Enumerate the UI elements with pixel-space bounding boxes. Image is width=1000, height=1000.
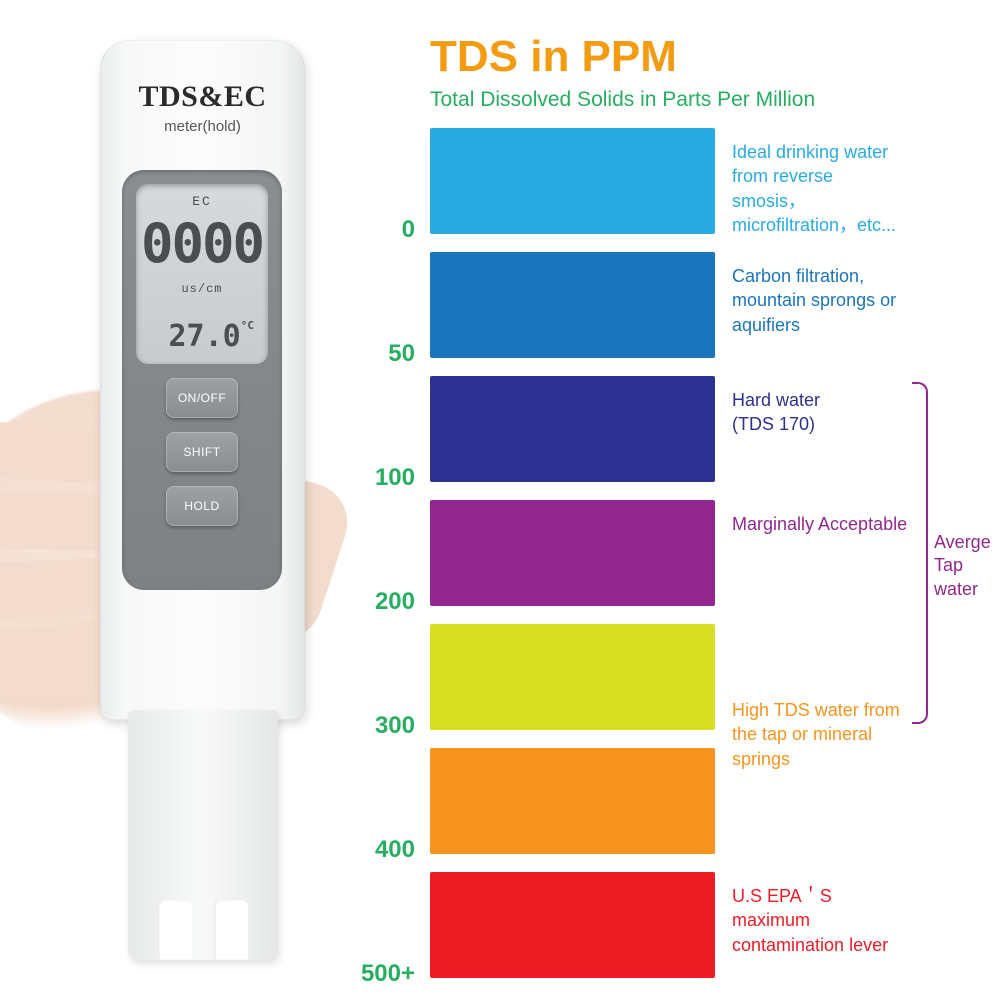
lcd-unit: us/cm xyxy=(136,282,268,296)
lcd-digits: 0000 xyxy=(136,212,268,275)
scale-tick: 100 xyxy=(360,464,415,492)
hold-button[interactable]: HOLD xyxy=(166,486,238,526)
color-band xyxy=(430,624,715,730)
device-panel: EC 0000 us/cm 27.0°C ON/OFF SHIFT HOLD xyxy=(122,170,282,590)
lcd-temp: 27.0°C xyxy=(169,319,255,354)
color-band xyxy=(430,376,715,482)
tds-meter-device: TDS&EC meter(hold) EC 0000 us/cm 27.0°C … xyxy=(100,40,305,940)
bracket-label: AvergeTap water xyxy=(934,531,994,601)
probe-slot xyxy=(158,900,192,960)
band-description: Carbon filtration, mountain sprongs or a… xyxy=(732,264,912,337)
range-bracket xyxy=(912,382,928,724)
lcd-mode: EC xyxy=(136,194,268,209)
probe-slot xyxy=(214,900,248,960)
shift-button[interactable]: SHIFT xyxy=(166,432,238,472)
infographic-subtitle: Total Dissolved Solids in Parts Per Mill… xyxy=(430,88,815,112)
color-band xyxy=(430,872,715,978)
scale-tick: 400 xyxy=(360,836,415,864)
scale-tick: 50 xyxy=(360,340,415,368)
color-band xyxy=(430,500,715,606)
device-sublabel: meter(hold) xyxy=(100,118,305,135)
device-body: TDS&EC meter(hold) EC 0000 us/cm 27.0°C … xyxy=(100,40,305,720)
band-description: U.S EPA＇S maximum contamination lever xyxy=(732,884,912,957)
band-description: Marginally Acceptable xyxy=(732,512,912,536)
band-description: Hard water(TDS 170) xyxy=(732,388,912,437)
scale-tick: 200 xyxy=(360,588,415,616)
band-description: High TDS water from the tap or mineral s… xyxy=(732,698,912,771)
device-brand: TDS&EC xyxy=(100,80,305,114)
onoff-button[interactable]: ON/OFF xyxy=(166,378,238,418)
infographic-title: TDS in PPM xyxy=(430,32,677,82)
color-band xyxy=(430,748,715,854)
band-description: Ideal drinking water from reverse smosis… xyxy=(732,140,912,237)
scale-tick: 500+ xyxy=(360,960,415,988)
color-band xyxy=(430,252,715,358)
device-probe xyxy=(128,710,278,960)
device-lcd: EC 0000 us/cm 27.0°C xyxy=(136,184,268,364)
scale-tick: 300 xyxy=(360,712,415,740)
scale-tick: 0 xyxy=(360,216,415,244)
color-band xyxy=(430,128,715,234)
